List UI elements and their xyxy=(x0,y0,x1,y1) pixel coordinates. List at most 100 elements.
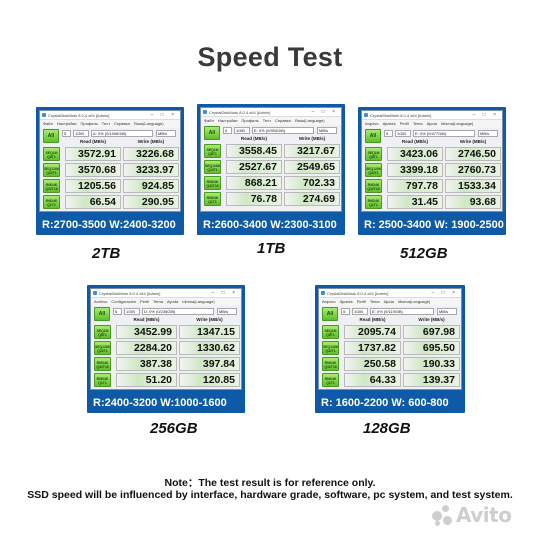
all-button[interactable]: All xyxy=(204,126,220,140)
menu-item[interactable]: Perfil xyxy=(399,121,409,126)
test-button[interactable]: SEQ128K Q32T1 xyxy=(365,163,382,177)
menu-item[interactable]: Tema xyxy=(412,121,423,126)
test-button[interactable]: RND4K Q32T16 xyxy=(94,357,111,371)
test-button[interactable]: SEQ1M Q8T1 xyxy=(94,325,111,339)
test-button[interactable]: SEQ1M Q8T1 xyxy=(365,147,382,161)
runs-select[interactable]: 5 xyxy=(384,130,393,137)
unit-select[interactable]: MB/s xyxy=(478,130,498,137)
drive-select[interactable]: D: 0% (0/238GiB) xyxy=(142,308,214,315)
menu-item[interactable]: Настройки xyxy=(56,121,77,126)
window-controls[interactable]: – □ × xyxy=(472,112,499,118)
window-controls[interactable]: – □ × xyxy=(431,290,458,296)
menu-item[interactable]: Idioma(Language) xyxy=(440,121,474,126)
runs-select[interactable]: 5 xyxy=(62,130,71,137)
write-value: 290.95 xyxy=(123,195,179,209)
write-value: 2760.73 xyxy=(445,163,501,177)
test-button[interactable]: RND4K Q32T16 xyxy=(204,176,221,190)
benchmark-card-2tb: CrystalDiskMark 8.0.4 x64 [Admin] – □ × Фа… xyxy=(36,107,184,235)
test-queue: Q1T1 xyxy=(98,381,107,385)
test-row: SEQ128K Q32T1 1737.82 695.50 xyxy=(322,341,460,356)
test-button[interactable]: RND4K Q1T1 xyxy=(322,373,339,387)
menu-item[interactable]: Arquivo xyxy=(322,299,336,304)
test-button[interactable]: RND4K Q1T1 xyxy=(365,195,382,209)
menu-item[interactable]: Ajustes xyxy=(339,299,353,304)
menu-item[interactable]: Ayuda xyxy=(166,299,179,304)
test-name: SEQ128K xyxy=(95,345,111,349)
speed-range: R:2700-3500 W:2400-3200 xyxy=(42,219,176,231)
runs-select[interactable]: 5 xyxy=(113,308,122,315)
test-button[interactable]: SEQ128K Q32T1 xyxy=(204,160,221,174)
menu-item[interactable]: Язык(Language) xyxy=(133,121,164,126)
drive-select[interactable]: E: 0% (0/954GiB) xyxy=(252,127,314,134)
window-controls[interactable]: – □ × xyxy=(211,290,238,296)
menu-item[interactable]: Idioma(Language) xyxy=(182,299,215,304)
test-button[interactable]: SEQ1M Q8T1 xyxy=(43,147,60,161)
unit-select[interactable]: MB/s xyxy=(217,308,237,315)
test-button[interactable]: SEQ1M Q8T1 xyxy=(322,325,339,339)
window-controls[interactable]: – □ × xyxy=(311,109,338,115)
test-button[interactable]: SEQ128K Q32T1 xyxy=(322,341,339,355)
all-button[interactable]: All xyxy=(43,129,59,143)
test-button[interactable]: SEQ1M Q8T1 xyxy=(204,144,221,158)
all-button[interactable]: All xyxy=(94,307,110,321)
menu-item[interactable]: Ajustes xyxy=(382,121,396,126)
menu-item[interactable]: Справка xyxy=(275,118,291,123)
write-value: 1330.62 xyxy=(179,341,240,355)
menu-item[interactable]: Tema xyxy=(153,299,163,304)
test-button[interactable]: RND4K Q32T16 xyxy=(322,357,339,371)
runs-select[interactable]: 5 xyxy=(223,127,232,134)
size-select[interactable]: 1GiB xyxy=(234,127,250,134)
read-header: Read (MB/s) xyxy=(240,136,267,141)
read-value: 64.33 xyxy=(344,373,401,387)
test-button[interactable]: RND4K Q32T16 xyxy=(43,179,60,193)
read-header: Read (MB/s) xyxy=(359,317,386,322)
drive-select[interactable]: E: 0% (0/477GiB) xyxy=(413,130,475,137)
test-button[interactable]: RND4K Q1T1 xyxy=(94,373,111,387)
drive-select[interactable]: A: 0% (0/1908GiB) xyxy=(91,130,153,137)
capacity-label: 128GB xyxy=(363,420,411,437)
menu-item[interactable]: Файл xyxy=(204,118,214,123)
test-button[interactable]: RND4K Q32T16 xyxy=(365,179,382,193)
menu-item[interactable]: Perfil xyxy=(356,299,366,304)
unit-select[interactable]: MB/s xyxy=(317,127,337,134)
unit-select[interactable]: MB/s xyxy=(156,130,176,137)
test-button[interactable]: RND4K Q1T1 xyxy=(204,192,221,206)
size-select[interactable]: 1GiB xyxy=(124,308,140,315)
size-select[interactable]: 1GiB xyxy=(395,130,411,137)
menu-item[interactable]: Archivo xyxy=(94,299,108,304)
size-select[interactable]: 1GiB xyxy=(73,130,89,137)
menu-item[interactable]: Tema xyxy=(369,299,380,304)
menu-item[interactable]: Arquivo xyxy=(365,121,379,126)
menu-item[interactable]: Язык(Language) xyxy=(294,118,325,123)
menu-item[interactable]: Справка xyxy=(114,121,130,126)
controls-row: All 5 1GiB E: 0% (0/954GiB) MB/s Read (MB/s) W… xyxy=(201,125,341,141)
drive-select[interactable]: E: 0% (0/119GiB) xyxy=(370,308,434,315)
menu-item[interactable]: Профиль xyxy=(80,121,98,126)
menu-item[interactable]: Configuración xyxy=(111,299,137,304)
test-button[interactable]: SEQ128K Q32T1 xyxy=(94,341,111,355)
test-button[interactable]: RND4K Q1T1 xyxy=(43,195,60,209)
menu-item[interactable]: Ajuda xyxy=(383,299,394,304)
menu-item[interactable]: Perfil xyxy=(140,299,150,304)
menu-item[interactable]: Ajuda xyxy=(426,121,437,126)
test-name: SEQ128K xyxy=(323,345,339,349)
menu-item[interactable]: Файл xyxy=(43,121,53,126)
cdm-window: CrystalDiskMark 8.0.4 x64 [Admin] – □ × Ar… xyxy=(361,110,503,212)
menu-item[interactable]: Тест xyxy=(101,121,111,126)
menu-item[interactable]: Профиль xyxy=(241,118,259,123)
avito-logo-icon xyxy=(432,505,454,527)
all-button[interactable]: All xyxy=(322,307,338,321)
window-titlebar: CrystalDiskMark 8.0.4 x64 [Admin] – □ × xyxy=(362,111,502,120)
runs-select[interactable]: 5 xyxy=(341,308,350,315)
menu-item[interactable]: Тест xyxy=(262,118,272,123)
unit-select[interactable]: MB/s xyxy=(437,308,457,315)
size-select[interactable]: 1GiB xyxy=(352,308,368,315)
menu-item[interactable]: Idioma(Language) xyxy=(397,299,431,304)
test-row: SEQ128K Q32T1 3399.18 2760.73 xyxy=(365,163,501,178)
menu-item[interactable]: Настройки xyxy=(217,118,238,123)
test-button[interactable]: SEQ128K Q32T1 xyxy=(43,163,60,177)
cdm-window: CrystalDiskMark 8.0.4 x64 [Admin] – □ × Ar… xyxy=(318,288,462,390)
all-button[interactable]: All xyxy=(365,129,381,143)
window-controls[interactable]: – □ × xyxy=(150,112,177,118)
write-header: Write (MB/s) xyxy=(459,139,487,144)
